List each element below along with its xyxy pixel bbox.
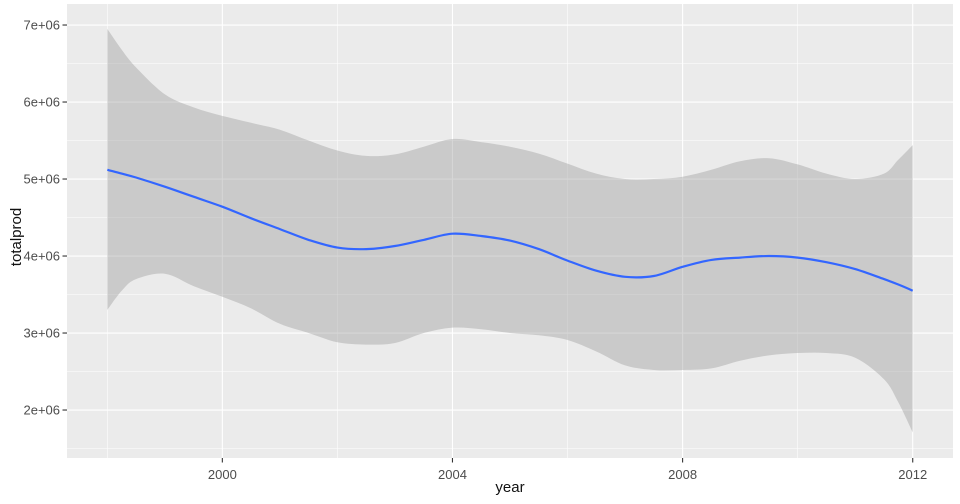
fit-line bbox=[107, 168, 914, 292]
x-tick-label: 2000 bbox=[208, 467, 237, 482]
panel-background bbox=[67, 4, 953, 458]
y-tick-label: 4e+06 bbox=[23, 249, 60, 264]
y-axis-title: totalprod bbox=[8, 208, 25, 266]
y-tick-label: 7e+06 bbox=[23, 18, 60, 33]
axis-tick-labels: 2e+06 3e+06 4e+06 5e+06 6e+06 7e+06 2000 2004 20… bbox=[23, 18, 927, 482]
y-tick-label: 3e+06 bbox=[23, 326, 60, 341]
y-tick-label: 2e+06 bbox=[23, 403, 60, 418]
y-tick-label: 6e+06 bbox=[23, 95, 60, 110]
ribbon-area bbox=[107, 28, 913, 433]
axis-tick-marks bbox=[62, 24, 914, 463]
confidence-ribbon bbox=[107, 28, 913, 433]
x-tick-label: 2004 bbox=[438, 467, 467, 482]
x-tick-label: 2012 bbox=[898, 467, 927, 482]
y-tick-label: 5e+06 bbox=[23, 172, 60, 187]
smooth-line bbox=[107, 168, 914, 292]
x-tick-label: 2008 bbox=[668, 467, 697, 482]
plot-panel bbox=[67, 4, 953, 458]
grid-lines bbox=[67, 4, 953, 458]
x-axis-title: year bbox=[495, 479, 524, 496]
